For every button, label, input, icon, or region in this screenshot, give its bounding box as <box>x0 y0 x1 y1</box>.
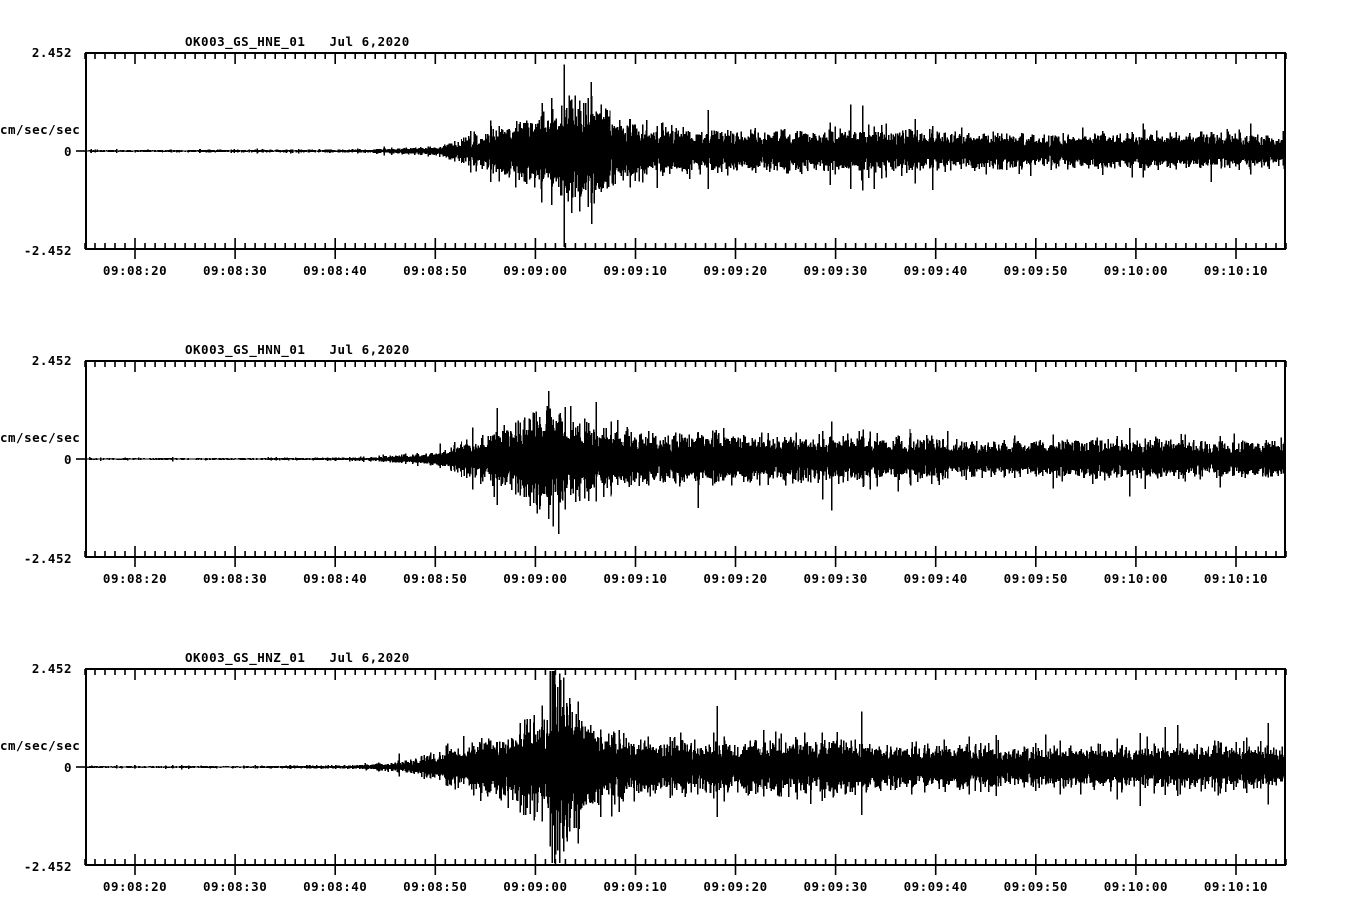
x-tick-label: 09:09:30 <box>803 263 868 278</box>
x-tick-label: 09:08:30 <box>203 879 268 894</box>
y-axis-min-label-hnn: -2.452 <box>23 551 72 566</box>
plot-area-hne <box>76 52 1287 259</box>
y-axis-max-label-hnz: 2.452 <box>31 661 72 676</box>
x-tick-label: 09:08:50 <box>403 879 468 894</box>
waveform-trace-hne <box>87 64 1284 248</box>
x-tick-label: 09:09:20 <box>703 571 768 586</box>
y-axis-min-label-hne: -2.452 <box>23 243 72 258</box>
x-tick-label: 09:09:40 <box>903 263 968 278</box>
x-tick-label: 09:09:00 <box>503 879 568 894</box>
x-tick-label: 09:09:30 <box>803 879 868 894</box>
x-tick-label: 09:09:00 <box>503 263 568 278</box>
panel-title-hnz: OK003_GS_HNZ_01 Jul 6,2020 <box>185 650 410 665</box>
x-tick-label: 09:10:00 <box>1103 263 1168 278</box>
x-tick-label: 09:09:50 <box>1003 571 1068 586</box>
x-tick-label: 09:09:30 <box>803 571 868 586</box>
y-axis-units-hnz: cm/sec/sec <box>0 738 81 753</box>
x-tick-label: 09:09:00 <box>503 571 568 586</box>
x-tick-label: 09:09:40 <box>903 879 968 894</box>
x-tick-label: 09:10:10 <box>1203 571 1269 586</box>
x-tick-label: 09:09:20 <box>703 263 768 278</box>
y-axis-max-label-hnn: 2.452 <box>31 353 72 368</box>
plot-axes-hnz <box>76 668 1287 875</box>
x-tick-label: 09:09:50 <box>1003 263 1068 278</box>
x-tick-label: 09:08:20 <box>102 571 168 586</box>
x-tick-label: 09:08:30 <box>203 571 268 586</box>
x-tick-label: 09:08:20 <box>102 263 168 278</box>
x-tick-label: 09:08:50 <box>403 571 468 586</box>
y-axis-zero-label-hnz: 0 <box>63 760 72 775</box>
x-tick-label: 09:09:10 <box>603 879 668 894</box>
y-axis-zero-label-hne: 0 <box>63 144 72 159</box>
x-tick-label: 09:08:40 <box>303 879 368 894</box>
x-tick-label: 09:09:10 <box>603 571 668 586</box>
x-tick-label: 09:08:20 <box>102 879 168 894</box>
plot-area-hnn <box>76 360 1287 567</box>
y-axis-min-label-hnz: -2.452 <box>23 859 72 874</box>
x-tick-label: 09:10:10 <box>1203 263 1269 278</box>
plot-axes-hnn <box>76 360 1287 567</box>
x-tick-label: 09:09:20 <box>703 879 768 894</box>
panel-title-hnn: OK003_GS_HNN_01 Jul 6,2020 <box>185 342 410 357</box>
y-axis-units-hnn: cm/sec/sec <box>0 430 81 445</box>
x-tick-label: 09:10:00 <box>1103 571 1168 586</box>
plot-area-hnz <box>76 668 1287 875</box>
x-tick-label: 09:09:50 <box>1003 879 1068 894</box>
x-tick-label: 09:08:40 <box>303 263 368 278</box>
panel-title-hne: OK003_GS_HNE_01 Jul 6,2020 <box>185 34 410 49</box>
x-tick-label: 09:10:00 <box>1103 879 1168 894</box>
x-tick-label: 09:08:50 <box>403 263 468 278</box>
x-tick-label: 09:08:30 <box>203 263 268 278</box>
x-tick-label: 09:09:10 <box>603 263 668 278</box>
waveform-trace-hnz <box>87 670 1284 864</box>
waveform-trace-hnn <box>87 391 1284 534</box>
y-axis-max-label-hne: 2.452 <box>31 45 72 60</box>
x-tick-label: 09:09:40 <box>903 571 968 586</box>
y-axis-units-hne: cm/sec/sec <box>0 122 81 137</box>
plot-axes-hne <box>76 52 1287 259</box>
x-tick-label: 09:08:40 <box>303 571 368 586</box>
x-tick-label: 09:10:10 <box>1203 879 1269 894</box>
y-axis-zero-label-hnn: 0 <box>63 452 72 467</box>
